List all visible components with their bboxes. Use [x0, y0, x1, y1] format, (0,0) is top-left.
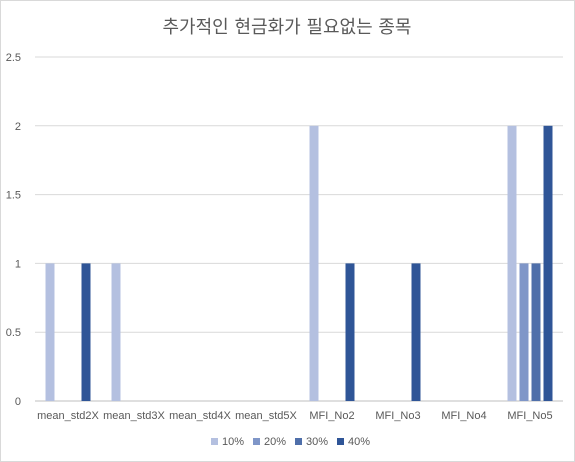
bars — [45, 125, 553, 402]
gridlines — [35, 56, 563, 402]
legend-label: 10% — [222, 436, 244, 448]
bar-40pct-MFI_No2 — [345, 263, 355, 401]
y-tick-label: 1 — [15, 258, 21, 270]
x-tick-label: mean_std3X — [103, 410, 165, 422]
y-tick-label: 2 — [15, 121, 21, 133]
legend-label: 20% — [264, 436, 286, 448]
legend-swatch — [253, 438, 260, 445]
y-tick-label: 0 — [15, 396, 21, 408]
bar-30pct-MFI_No5 — [531, 263, 541, 401]
legend-label: 40% — [348, 436, 370, 448]
legend-swatch — [295, 438, 302, 445]
bar-10pct-mean_std3X — [111, 263, 121, 401]
x-tick-label: MFI_No3 — [375, 410, 420, 422]
y-tick-label: 1.5 — [6, 190, 21, 202]
legend-label: 30% — [306, 436, 328, 448]
y-tick-label: 0.5 — [6, 327, 21, 339]
legend-swatch — [337, 438, 344, 445]
chart-title: 추가적인 현금화가 필요없는 종목 — [162, 17, 411, 38]
bar-40pct-MFI_No5 — [543, 125, 553, 402]
x-tick-label: mean_std2X — [37, 410, 99, 422]
legend-swatch — [211, 438, 218, 445]
x-tick-label: MFI_No4 — [441, 410, 486, 422]
x-axis: mean_std2X mean_std3X mean_std4X mean_std5X… — [37, 410, 553, 422]
x-tick-label: mean_std5X — [235, 410, 297, 422]
x-tick-label: MFI_No2 — [309, 410, 354, 422]
bar-10pct-mean_std2X — [45, 263, 55, 401]
y-tick-label: 2.5 — [6, 52, 21, 64]
y-axis: 0 0.5 1 1.5 2 2.5 — [6, 52, 21, 408]
bar-10pct-MFI_No5 — [507, 125, 517, 402]
bar-40pct-mean_std2X — [81, 263, 91, 401]
bar-40pct-MFI_No3 — [411, 263, 421, 401]
bar-10pct-MFI_No2 — [309, 125, 319, 402]
x-tick-label: mean_std4X — [169, 410, 231, 422]
x-tick-label: MFI_No5 — [507, 410, 552, 422]
bar-20pct-MFI_No5 — [519, 263, 529, 401]
legend: 10% 20% 30% 40% — [211, 436, 370, 448]
